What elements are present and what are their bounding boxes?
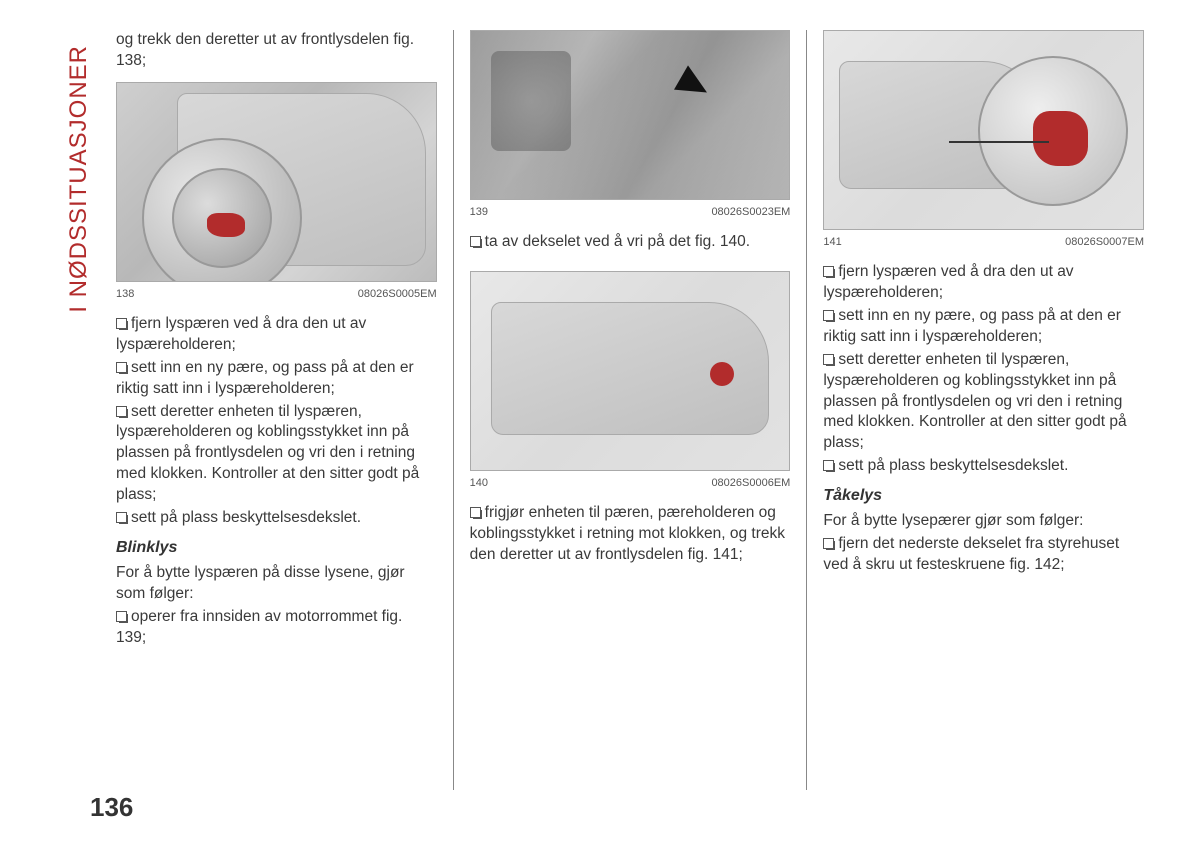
bullet: fjern det nederste dekselet fra styrehus… [823, 534, 1144, 576]
bullet: sett deretter enheten til lyspæren, lysp… [116, 402, 437, 507]
bullet-text: fjern lyspæren ved å dra den ut av lyspæ… [116, 315, 366, 353]
figure-138 [116, 82, 437, 282]
bullet-icon [823, 266, 834, 277]
heading-takelys: Tåkelys [823, 487, 1144, 505]
bullet: sett inn en ny pære, og pass på at den e… [823, 306, 1144, 348]
bullet-text: sett deretter enheten til lyspæren, lysp… [823, 351, 1126, 452]
bullet-icon [823, 538, 834, 549]
bullet-icon [116, 512, 127, 523]
fig-code: 08026S0007EM [1065, 236, 1144, 248]
bullet-icon [470, 236, 481, 247]
bullet-icon [823, 310, 834, 321]
bullet-icon [823, 460, 834, 471]
fig-num: 139 [470, 206, 488, 218]
bullet-icon [116, 611, 127, 622]
bullet: sett inn en ny pære, og pass på at den e… [116, 358, 437, 400]
body-text: For å bytte lysepærer gjør som følger: [823, 511, 1144, 532]
figure-139 [470, 30, 791, 200]
bullet: sett på plass beskyttelsesdekslet. [823, 456, 1144, 477]
column-2: 139 08026S0023EM ta av dekselet ved å vr… [453, 30, 807, 790]
bullet-text: sett inn en ny pære, og pass på at den e… [116, 359, 414, 397]
fig-code: 08026S0023EM [711, 206, 790, 218]
bullet-icon [823, 354, 834, 365]
figure-141 [823, 30, 1144, 230]
column-1: og trekk den deretter ut av frontlysdele… [100, 30, 453, 790]
bullet: sett på plass beskyttelsesdekslet. [116, 508, 437, 529]
fig-code: 08026S0006EM [711, 477, 790, 489]
bullet: operer fra innsiden av motorrommet fig. … [116, 607, 437, 649]
bullet-text: sett på plass beskyttelsesdekslet. [838, 457, 1068, 474]
bullet: ta av dekselet ved å vri på det fig. 140… [470, 232, 791, 253]
intro-text: og trekk den deretter ut av frontlysdele… [116, 30, 437, 72]
fig-num: 140 [470, 477, 488, 489]
figure-140 [470, 271, 791, 471]
bullet-text: fjern det nederste dekselet fra styrehus… [823, 535, 1119, 573]
bullet-text: fjern lyspæren ved å dra den ut av lyspæ… [823, 263, 1073, 301]
fig-code: 08026S0005EM [358, 288, 437, 300]
column-3: 141 08026S0007EM fjern lyspæren ved å dr… [806, 30, 1160, 790]
section-side-label: I NØDSSITUASJONER [65, 45, 93, 313]
bullet-text: sett inn en ny pære, og pass på at den e… [823, 307, 1121, 345]
caption-138: 138 08026S0005EM [116, 288, 437, 300]
bullet-text: sett deretter enheten til lyspæren, lysp… [116, 403, 419, 504]
bullet-icon [116, 362, 127, 373]
page-number: 136 [90, 792, 133, 823]
body-text: For å bytte lyspæren på disse lysene, gj… [116, 563, 437, 605]
bullet: frigjør enheten til pæren, pæreholderen … [470, 503, 791, 566]
bullet: fjern lyspæren ved å dra den ut av lyspæ… [116, 314, 437, 356]
bullet-text: operer fra innsiden av motorrommet fig. … [116, 608, 402, 646]
caption-140: 140 08026S0006EM [470, 477, 791, 489]
bullet-text: sett på plass beskyttelsesdekslet. [131, 509, 361, 526]
bullet: fjern lyspæren ved å dra den ut av lyspæ… [823, 262, 1144, 304]
heading-blinklys: Blinklys [116, 539, 437, 557]
caption-141: 141 08026S0007EM [823, 236, 1144, 248]
bullet: sett deretter enheten til lyspæren, lysp… [823, 350, 1144, 455]
fig-num: 141 [823, 236, 841, 248]
bullet-icon [470, 507, 481, 518]
caption-139: 139 08026S0023EM [470, 206, 791, 218]
bullet-icon [116, 318, 127, 329]
fig-num: 138 [116, 288, 134, 300]
bullet-text: ta av dekselet ved å vri på det fig. 140… [485, 233, 750, 250]
page-columns: og trekk den deretter ut av frontlysdele… [100, 30, 1160, 790]
bullet-text: frigjør enheten til pæren, pæreholderen … [470, 504, 785, 563]
bullet-icon [116, 406, 127, 417]
